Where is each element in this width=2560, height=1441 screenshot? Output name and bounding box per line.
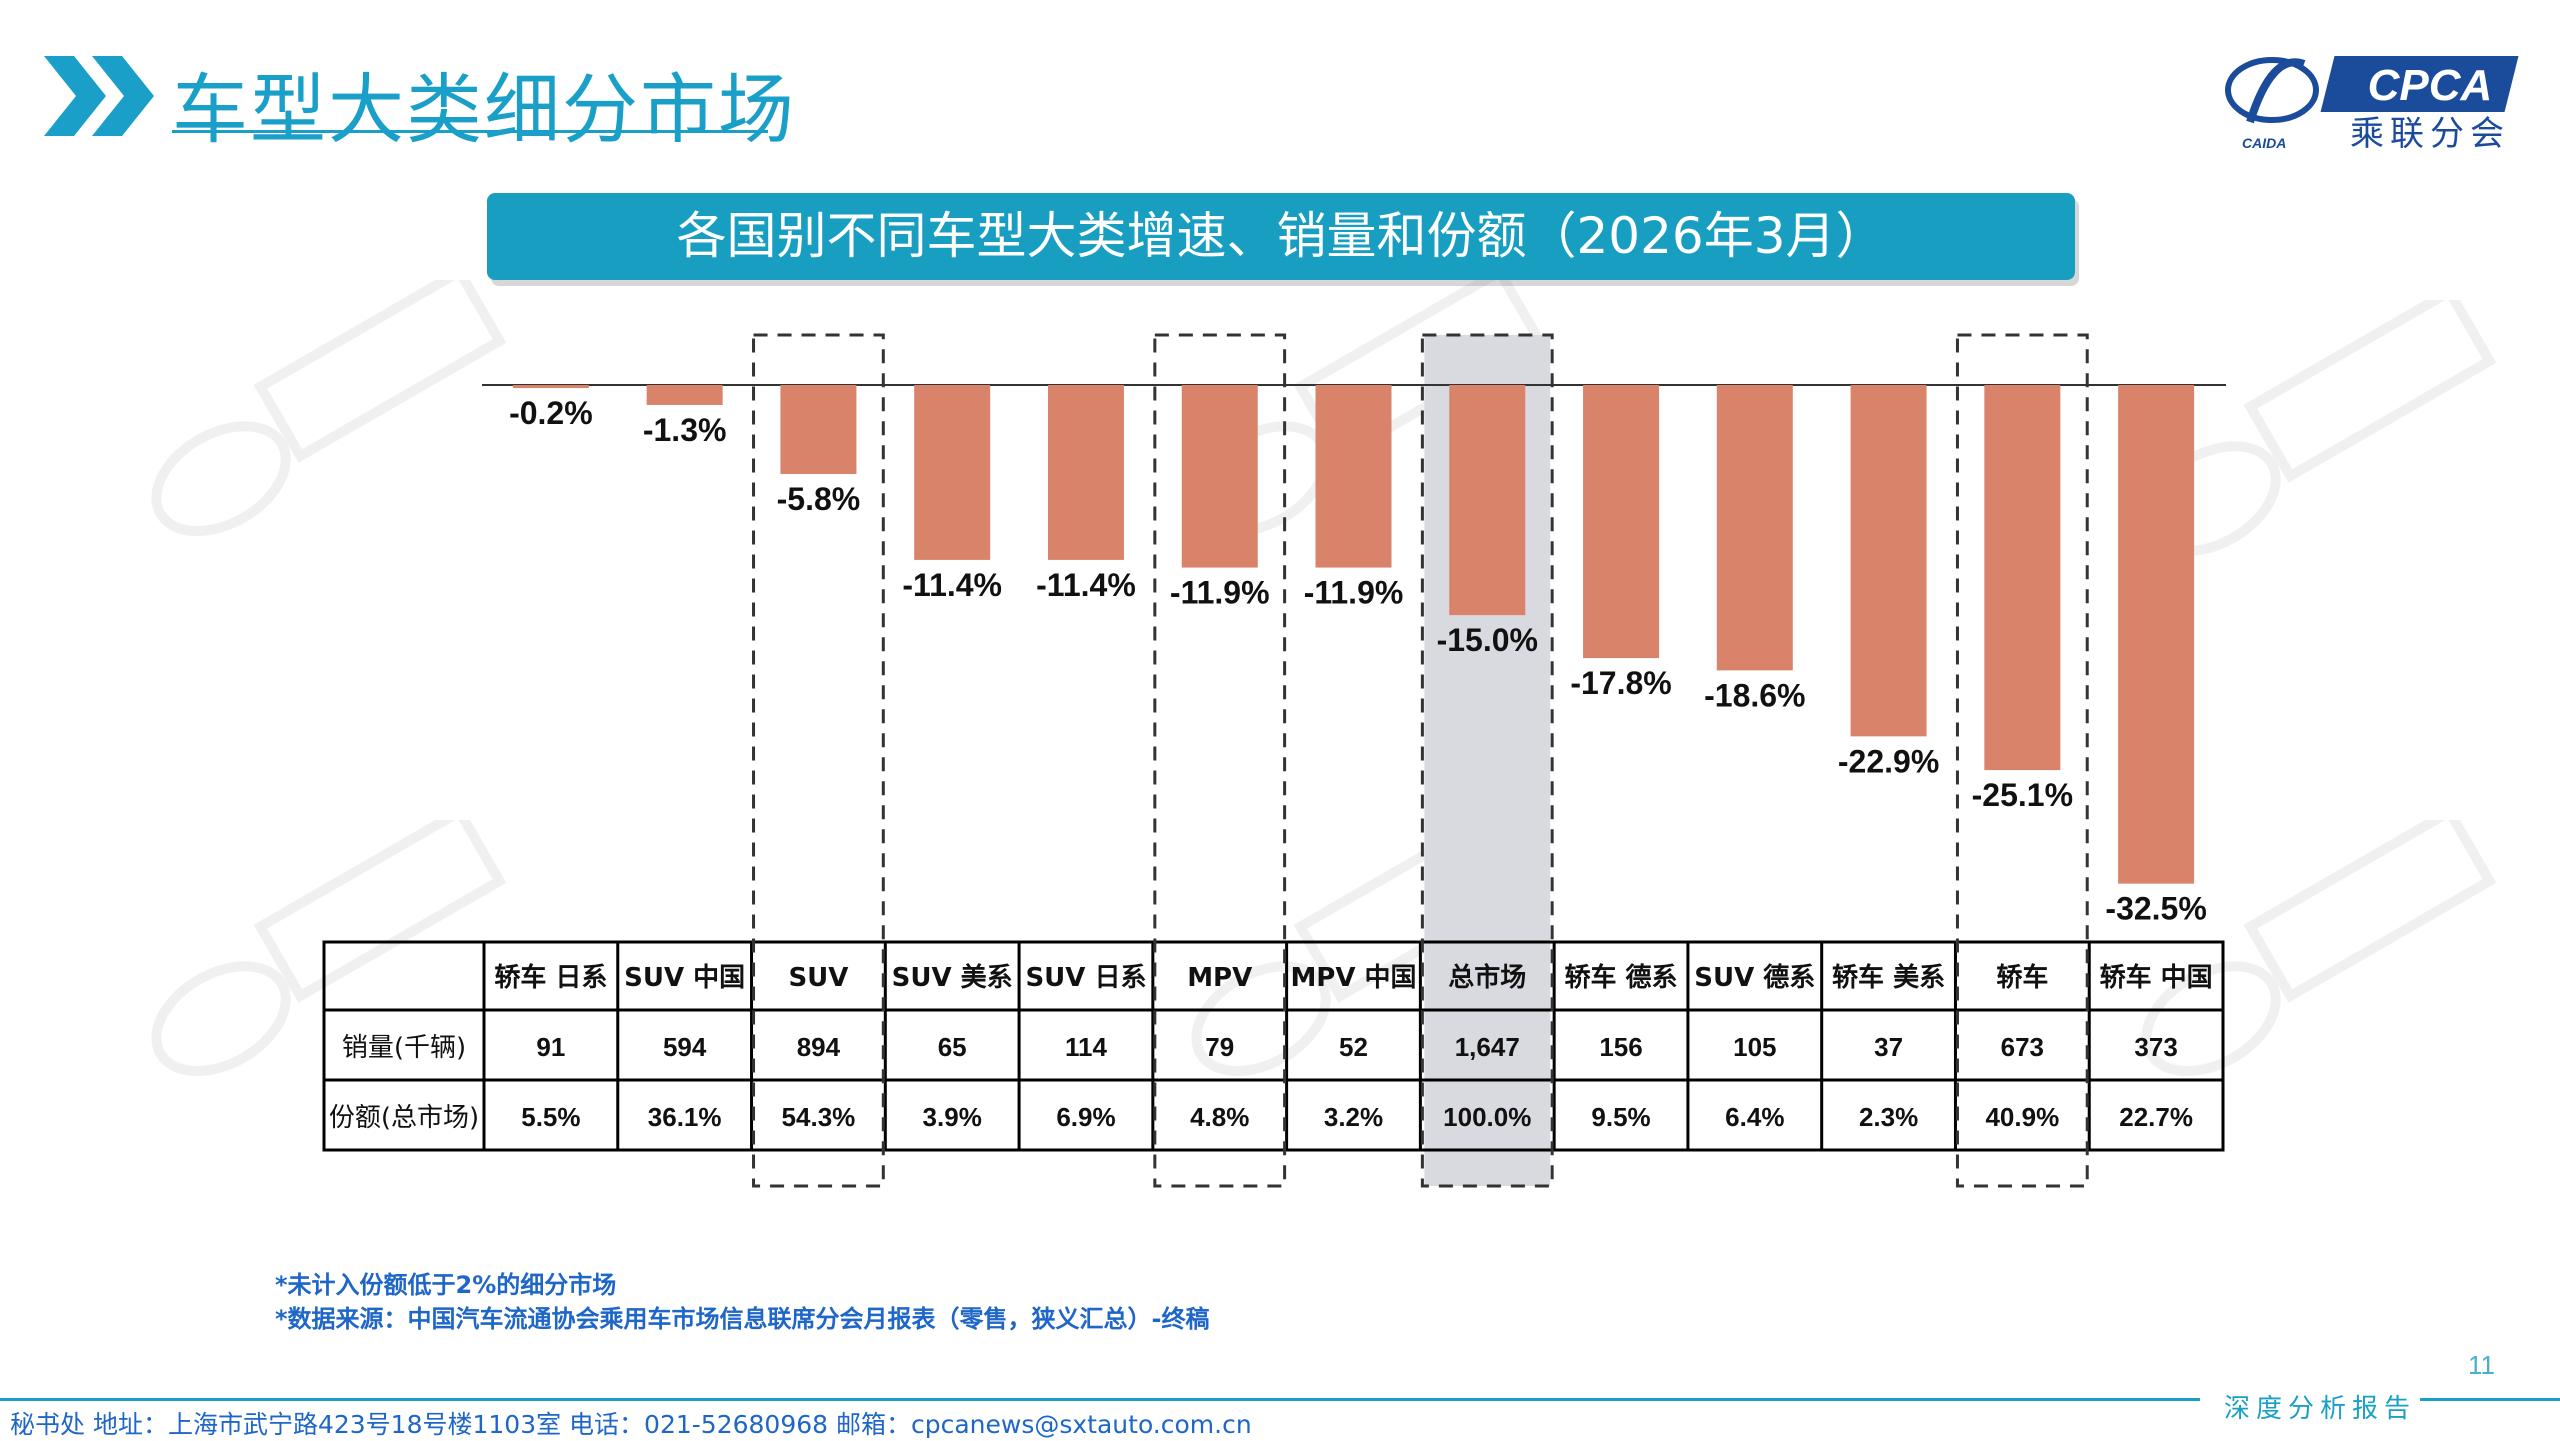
footer-divider xyxy=(0,1398,2200,1401)
data-label-8: -17.8% xyxy=(1570,665,1671,701)
category-label-6: MPV 中国 xyxy=(1290,963,1416,993)
table-cell-0-3: 65 xyxy=(938,1032,967,1062)
table-cell-0-7: 1,647 xyxy=(1455,1032,1520,1062)
table-row-label-1: 份额(总市场) xyxy=(329,1103,479,1133)
data-label-10: -22.9% xyxy=(1838,743,1939,779)
chevron-double-icon xyxy=(44,56,154,136)
footnotes: *未计入份额低于2%的细分市场 *数据来源：中国汽车流通协会乘用车市场信息联席分… xyxy=(275,1268,1210,1336)
data-label-5: -11.9% xyxy=(1170,575,1270,611)
chart-banner-title: 各国别不同车型大类增速、销量和份额（2026年3月） xyxy=(487,193,2075,280)
table-cell-0-1: 594 xyxy=(663,1032,707,1062)
dashed-outline-3 xyxy=(1420,333,1554,1188)
table-cell-0-0: 91 xyxy=(536,1032,565,1062)
table-cell-0-10: 37 xyxy=(1874,1032,1903,1062)
dashed-outline-2 xyxy=(1955,333,2089,1188)
category-label-0: 轿车 日系 xyxy=(494,962,607,993)
table-cell-1-8: 9.5% xyxy=(1591,1102,1650,1132)
table-cell-1-1: 36.1% xyxy=(648,1102,722,1132)
table-cell-1-6: 3.2% xyxy=(1324,1102,1383,1132)
data-label-11: -25.1% xyxy=(1972,777,2073,813)
watermark-icon xyxy=(2141,820,2497,1077)
bar-10 xyxy=(1850,385,1927,737)
table-cell-1-12: 22.7% xyxy=(2119,1102,2193,1132)
table-cell-1-3: 3.9% xyxy=(923,1102,982,1132)
category-label-10: 轿车 美系 xyxy=(1832,962,1945,993)
table-cell-1-5: 4.8% xyxy=(1190,1102,1249,1132)
bar-12 xyxy=(2118,385,2195,884)
bar-1 xyxy=(646,385,723,405)
table-cell-1-4: 6.9% xyxy=(1056,1102,1115,1132)
category-label-12: 轿车 中国 xyxy=(2100,962,2213,993)
data-label-0: -0.2% xyxy=(509,395,593,431)
bar-7 xyxy=(1449,385,1526,616)
category-label-11: 轿车 xyxy=(1996,962,2048,993)
bar-4 xyxy=(1047,385,1124,560)
bar-0 xyxy=(512,385,589,389)
category-label-5: MPV xyxy=(1187,963,1252,993)
table-cell-1-2: 54.3% xyxy=(782,1102,856,1132)
table-cell-1-0: 5.5% xyxy=(521,1102,580,1132)
logo-brand: CPCA xyxy=(2368,61,2493,110)
bar-6 xyxy=(1315,385,1392,568)
table-cell-0-5: 79 xyxy=(1205,1032,1234,1062)
footnote-2: *数据来源：中国汽车流通协会乘用车市场信息联席分会月报表（零售，狭义汇总）-终稿 xyxy=(275,1305,1210,1333)
bar-5 xyxy=(1181,385,1258,568)
table-cell-1-9: 6.4% xyxy=(1725,1102,1784,1132)
table-cell-0-11: 673 xyxy=(2001,1032,2044,1062)
bar-8 xyxy=(1583,385,1660,659)
category-label-3: SUV 美系 xyxy=(892,962,1013,993)
data-label-3: -11.4% xyxy=(902,567,1002,603)
data-table-border xyxy=(322,940,2225,1152)
page-number: 11 xyxy=(2468,1350,2495,1380)
table-cell-0-4: 114 xyxy=(1065,1032,1107,1062)
logo-small: CAIDA xyxy=(2242,135,2286,151)
table-cell-0-12: 373 xyxy=(2134,1032,2177,1062)
bar-2 xyxy=(780,385,857,474)
footer-contact: 秘书处 地址：上海市武宁路423号18号楼1103室 电话：021-526809… xyxy=(10,1410,1252,1439)
cpca-logo-icon: CPCA CAIDA xyxy=(2225,56,2519,151)
table-cell-1-10: 2.3% xyxy=(1859,1102,1918,1132)
data-label-9: -18.6% xyxy=(1704,677,1805,713)
category-label-8: 轿车 德系 xyxy=(1565,962,1678,993)
watermark-icon xyxy=(151,820,507,1077)
bar-9 xyxy=(1716,385,1793,671)
footer-divider-right xyxy=(2420,1398,2560,1401)
watermark-icon xyxy=(151,280,507,537)
category-label-7: 总市场 xyxy=(1448,962,1526,993)
footer-tag: 深度分析报告 xyxy=(2224,1394,2417,1424)
data-label-6: -11.9% xyxy=(1304,575,1404,611)
table-cell-0-2: 894 xyxy=(797,1032,841,1062)
table-cell-1-7: 100.0% xyxy=(1443,1102,1531,1132)
title-underline xyxy=(172,130,768,133)
page-title: 车型大类细分市场 xyxy=(172,65,796,154)
bar-11 xyxy=(1984,385,2061,771)
data-label-2: -5.8% xyxy=(777,481,861,517)
data-label-1: -1.3% xyxy=(643,412,727,448)
dashed-outline-0 xyxy=(752,333,885,1188)
dashed-outline-1 xyxy=(1153,333,1287,1188)
data-label-4: -11.4% xyxy=(1036,567,1136,603)
table-cell-0-8: 156 xyxy=(1599,1032,1642,1062)
category-label-2: SUV xyxy=(788,963,848,993)
data-label-12: -32.5% xyxy=(2105,891,2206,927)
category-label-9: SUV 德系 xyxy=(1694,963,1815,993)
table-cell-0-6: 52 xyxy=(1339,1032,1368,1062)
table-cell-1-11: 40.9% xyxy=(1985,1102,2059,1132)
bar-3 xyxy=(914,385,991,560)
logo-subtitle: 乘联分会 xyxy=(2350,114,2510,154)
category-label-4: SUV 日系 xyxy=(1025,963,1146,993)
table-cell-0-9: 105 xyxy=(1733,1032,1776,1062)
category-label-1: SUV 中国 xyxy=(624,963,745,993)
data-label-7: -15.0% xyxy=(1437,622,1538,658)
table-row-label-0: 销量(千辆) xyxy=(342,1033,466,1063)
footnote-1: *未计入份额低于2%的细分市场 xyxy=(275,1271,617,1299)
